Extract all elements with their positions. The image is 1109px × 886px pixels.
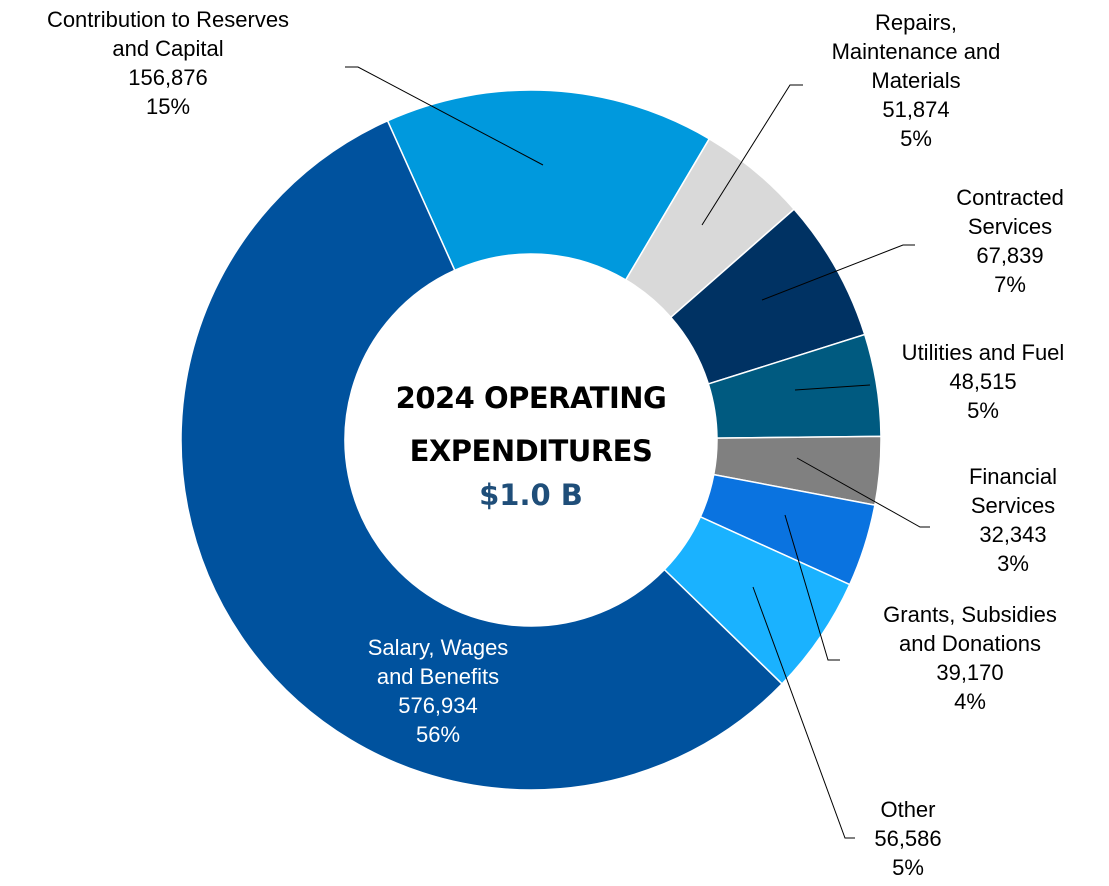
value-label: 51,874	[882, 97, 950, 122]
value-label: 32,343	[979, 522, 1047, 547]
percent-label: 56%	[415, 722, 461, 747]
value-label: 56,586	[874, 826, 942, 851]
category-label: Utilities and Fuel	[901, 340, 1065, 365]
value-label: 48,515	[949, 369, 1017, 394]
category-label: Contribution to Reserves and Capital	[46, 7, 290, 61]
center-value: $1.0 B	[479, 478, 583, 512]
category-label: Other	[880, 797, 936, 822]
slice-label: Repairs, Maintenance and Materials 51,874…	[832, 8, 1001, 153]
slice-label: Utilities and Fuel 48,515 5%	[902, 338, 1065, 425]
percent-label: 5%	[892, 855, 924, 880]
category-label: Contracted Services	[956, 185, 1064, 239]
value-label: 156,876	[128, 65, 208, 90]
percent-label: 5%	[967, 398, 999, 423]
slice-label: Financial Services 32,343 3%	[969, 462, 1057, 578]
slice-label: Contracted Services 67,839 7%	[956, 183, 1064, 299]
category-label: Financial Services	[968, 464, 1058, 518]
leader-line	[701, 84, 803, 226]
percent-label: 15%	[145, 94, 191, 119]
leader-line	[761, 244, 915, 301]
donut-slice	[180, 119, 784, 791]
percent-label: 7%	[994, 272, 1026, 297]
slice-label: Contribution to Reserves and Capital 156,…	[47, 5, 289, 121]
donut-slice	[386, 89, 711, 281]
category-label: Salary, Wages and Benefits	[367, 635, 509, 689]
leader-line	[796, 457, 930, 528]
percent-label: 4%	[954, 689, 986, 714]
category-label: Grants, Subsidies and Donations	[883, 602, 1057, 656]
value-label: 67,839	[976, 243, 1044, 268]
leader-line	[345, 66, 544, 166]
percent-label: 3%	[997, 551, 1029, 576]
leader-line	[752, 586, 855, 839]
category-label: Repairs, Maintenance and Materials	[831, 10, 1001, 93]
leader-line	[784, 514, 840, 661]
center-title: 2024 OPERATING EXPENDITURES	[395, 381, 667, 468]
slice-label: Salary, Wages and Benefits 576,934 56%	[368, 633, 509, 749]
leader-line	[794, 384, 871, 391]
slice-label: Other 56,586 5%	[874, 795, 941, 882]
value-label: 39,170	[936, 660, 1004, 685]
percent-label: 5%	[900, 126, 932, 151]
slice-label: Grants, Subsidies and Donations 39,170 4%	[883, 600, 1057, 716]
value-label: 576,934	[398, 693, 478, 718]
